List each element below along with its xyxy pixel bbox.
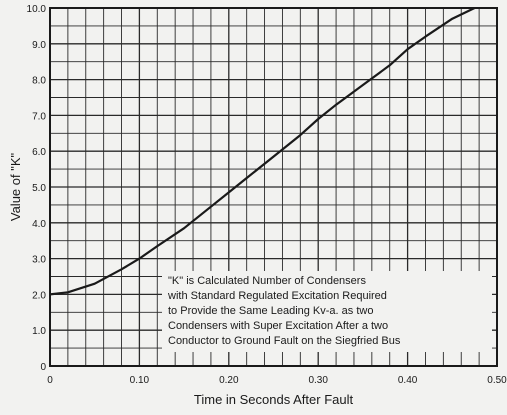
annotation-background xyxy=(162,271,492,352)
y-axis-ticks: 0 1.0 2.0 3.0 4.0 5.0 6.0 7.0 8.0 9.0 10.0 xyxy=(27,4,47,373)
y-tick-label: 7.0 xyxy=(32,111,46,122)
series-layer xyxy=(49,7,476,296)
x-axis-ticks: 0 0.10 0.20 0.30 0.40 0.50 xyxy=(47,375,507,386)
x-tick-label: 0.50 xyxy=(487,375,507,386)
annotation-line: "K" is Calculated Number of Condensers xyxy=(168,275,366,287)
y-tick-label: 1.0 xyxy=(32,326,46,337)
x-tick-label: 0.40 xyxy=(398,375,418,386)
plot-frame xyxy=(49,7,498,367)
x-tick-label: 0 xyxy=(47,375,53,386)
y-tick-label: 0 xyxy=(40,362,46,373)
x-tick-label: 0.20 xyxy=(219,375,239,386)
x-tick-label: 0.10 xyxy=(130,375,150,386)
y-tick-label: 6.0 xyxy=(32,147,46,158)
annotation-line: Conductor to Ground Fault on the Siegfri… xyxy=(168,335,401,347)
x-axis-label: Time in Seconds After Fault xyxy=(194,392,354,407)
y-axis-label: Value of "K" xyxy=(8,152,23,221)
y-tick-label: 5.0 xyxy=(32,183,46,194)
y-tick-label: 2.0 xyxy=(32,290,46,301)
y-tick-label: 4.0 xyxy=(32,219,46,230)
annotation-line: to Provide the Same Leading Kv-a. as two xyxy=(168,305,373,317)
series-line xyxy=(49,7,476,296)
y-tick-label: 8.0 xyxy=(32,76,46,87)
annotation-box: "K" is Calculated Number of Condensers w… xyxy=(162,271,492,352)
x-tick-label: 0.30 xyxy=(308,375,328,386)
y-tick-label: 10.0 xyxy=(27,4,47,15)
annotation-line: Condensers with Super Excitation After a… xyxy=(168,320,388,332)
y-tick-label: 3.0 xyxy=(32,255,46,266)
annotation-line: with Standard Regulated Excitation Requi… xyxy=(167,290,387,302)
y-tick-label: 9.0 xyxy=(32,40,46,51)
